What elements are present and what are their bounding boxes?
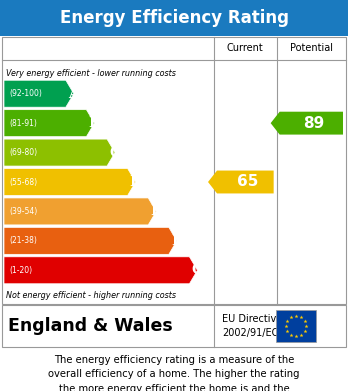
Text: (92-100): (92-100) [9,89,42,98]
FancyBboxPatch shape [276,310,316,342]
Text: A: A [68,87,79,101]
Bar [2,305,346,347]
Text: (81-91): (81-91) [9,118,37,127]
Text: 89: 89 [303,116,324,131]
Text: (69-80): (69-80) [9,148,37,157]
Text: Potential: Potential [290,43,333,53]
Text: C: C [109,145,120,160]
Polygon shape [4,80,74,107]
Text: Not energy efficient - higher running costs: Not energy efficient - higher running co… [6,291,176,300]
Polygon shape [4,169,136,196]
Text: 65: 65 [237,174,258,190]
Text: B: B [88,116,100,130]
Text: (21-38): (21-38) [9,236,37,246]
Text: Very energy efficient - lower running costs: Very energy efficient - lower running co… [6,68,176,77]
Polygon shape [4,198,156,225]
Text: The energy efficiency rating is a measure of the
overall efficiency of a home. T: The energy efficiency rating is a measur… [48,355,300,391]
Text: E: E [150,204,161,219]
Polygon shape [271,112,343,135]
Text: Energy Efficiency Rating: Energy Efficiency Rating [60,9,288,27]
Polygon shape [4,110,94,136]
Text: (39-54): (39-54) [9,207,37,216]
Text: D: D [129,175,142,189]
Polygon shape [4,228,177,254]
Text: Current: Current [227,43,264,53]
Text: (55-68): (55-68) [9,178,37,187]
FancyBboxPatch shape [0,0,348,36]
Polygon shape [208,170,274,194]
Text: (1-20): (1-20) [9,266,32,275]
Polygon shape [4,139,115,166]
Text: F: F [171,234,181,248]
Bar [2,37,346,304]
Text: England & Wales: England & Wales [8,317,173,335]
Text: EU Directive
2002/91/EC: EU Directive 2002/91/EC [222,314,282,338]
Polygon shape [4,257,197,284]
Text: G: G [191,263,203,277]
